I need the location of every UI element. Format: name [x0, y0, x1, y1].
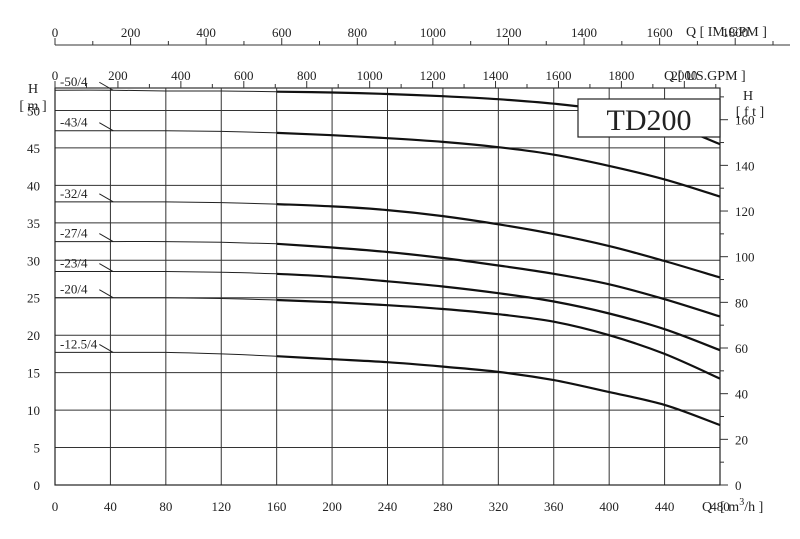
curve-3 [276, 203, 721, 279]
curve-2 [276, 131, 721, 198]
usgpm-tick-label: 1600 [545, 68, 571, 83]
x-tick-label: 120 [212, 499, 232, 514]
y-left-tick-label: 25 [27, 291, 40, 306]
x-tick-label: 360 [544, 499, 564, 514]
curve-5 [276, 272, 721, 352]
series-label: -23/4 [60, 256, 88, 271]
x-tick-label: 80 [159, 499, 172, 514]
curve-lead-1 [54, 89, 277, 93]
x-tick-label: 240 [378, 499, 398, 514]
y-axis-left-label: H [28, 82, 38, 97]
x-tick-label: 320 [489, 499, 509, 514]
y-left-tick-label: 30 [27, 253, 40, 268]
title-box [577, 98, 721, 138]
x-tick-label: 200 [322, 499, 342, 514]
series-label: -20/4 [60, 282, 88, 297]
imgpm-tick-label: 1200 [495, 25, 521, 40]
x-tick-label: 0 [52, 499, 59, 514]
usgpm-tick-label: 1200 [420, 68, 446, 83]
series-label-leader [99, 122, 114, 132]
curve-7 [276, 355, 721, 427]
y-left-tick-label: 35 [27, 216, 40, 231]
axes-layer: 0 40 80 120 160 200 240 280 320 360 400 440 48005101… [27, 25, 790, 514]
y-right-tick-label: 20 [735, 432, 748, 447]
x-tick-label: 440 [655, 499, 675, 514]
series-label-leader [99, 289, 114, 299]
series-label: -27/4 [60, 226, 88, 241]
imgpm-axis-label: Q [ IM.GPM ] [686, 25, 767, 40]
y-left-tick-label: 10 [27, 403, 40, 418]
x-tick-label: 280 [433, 499, 453, 514]
usgpm-tick-label: 800 [297, 68, 317, 83]
y-right-tick-label: 40 [735, 387, 748, 402]
curve-6 [276, 298, 721, 380]
series-label-leader [99, 263, 114, 272]
y-right-tick-label: 60 [735, 341, 748, 356]
y-right-tick-label: 80 [735, 295, 748, 310]
imgpm-tick-label: 1800 [722, 25, 748, 40]
y-left-tick-label: 0 [34, 478, 41, 493]
usgpm-tick-label: 400 [171, 68, 191, 83]
y-right-tick-label: 140 [735, 158, 755, 173]
y-left-tick-label: 50 [27, 103, 40, 118]
series-label: -12.5/4 [60, 336, 98, 351]
imgpm-tick-label: 1000 [420, 25, 446, 40]
curve-lead-3 [55, 201, 277, 205]
labels-layer: -50/4 -43/4 -32/4 -27/4 -23/4 -20/4 -12.5/4 [60, 74, 114, 353]
curve-lead-7 [54, 351, 277, 357]
y-left-tick-label: 5 [34, 441, 41, 456]
y-right-tick-label: 0 [735, 478, 742, 493]
y-left-tick-label: 40 [27, 178, 40, 193]
series-label-leader [99, 343, 114, 353]
x-tick-label: 160 [267, 499, 287, 514]
usgpm-tick-label: 1000 [357, 68, 383, 83]
usgpm-tick-label: 1400 [483, 68, 509, 83]
x-tick-label: 480 [710, 499, 730, 514]
usgpm-tick-label: 600 [234, 68, 254, 83]
imgpm-tick-label: 1400 [571, 25, 597, 40]
y-axis-right-label: H [743, 89, 753, 104]
y-axis-left-unit: [ m ] [19, 99, 46, 114]
series-label-leader [99, 233, 114, 242]
curve-4 [276, 242, 721, 318]
usgpm-tick-label: 0 [52, 68, 59, 83]
y-right-tick-label: 160 [735, 113, 755, 128]
y-right-tick-label: 100 [735, 250, 755, 265]
usgpm-tick-label: 200 [108, 68, 128, 83]
imgpm-tick-label: 0 [52, 25, 59, 40]
series-label: -43/4 [60, 115, 88, 130]
imgpm-tick-label: 800 [348, 25, 368, 40]
curve-lead-2 [55, 130, 277, 134]
series-label: -50/4 [60, 74, 88, 89]
chart-title: TD200 [607, 104, 692, 137]
curve-lead-6 [54, 297, 277, 301]
y-axis-right-unit: [ f t ] [736, 105, 764, 120]
y-left-tick-label: 20 [27, 328, 40, 343]
y-left-tick-label: 45 [27, 141, 40, 156]
series-label-leader [99, 81, 114, 91]
imgpm-tick-label: 1600 [647, 25, 673, 40]
imgpm-tick-label: 200 [121, 25, 141, 40]
imgpm-tick-label: 400 [196, 25, 216, 40]
usgpm-tick-label: 1800 [608, 68, 634, 83]
series-label-leader [99, 193, 114, 203]
curve-lead-4 [54, 241, 277, 245]
series-label: -32/4 [60, 186, 88, 201]
x-axis-label: Q[ m3/h ] [702, 497, 763, 515]
usgpm-tick-label: 2000 [671, 68, 697, 83]
curve-lead-5 [54, 270, 277, 275]
usgpm-axis-label: Q [ US.GPM ] [664, 69, 746, 84]
x-tick-label: 400 [599, 499, 619, 514]
y-right-tick-label: 120 [735, 204, 755, 219]
y-left-tick-label: 15 [27, 366, 40, 381]
x-tick-label: 40 [104, 499, 117, 514]
imgpm-tick-label: 600 [272, 25, 292, 40]
